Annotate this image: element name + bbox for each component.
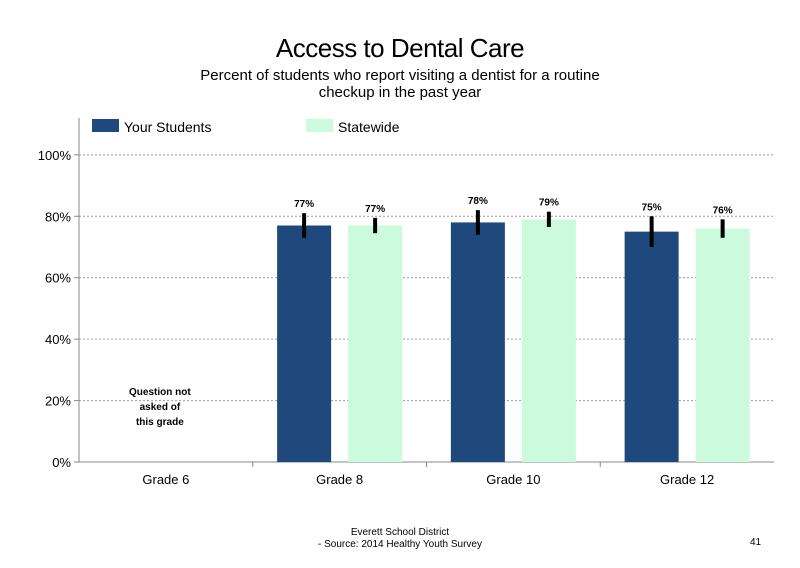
bar-your-students <box>277 225 332 462</box>
legend-label-statewide: Statewide <box>338 119 400 135</box>
y-tick-label: 40% <box>45 332 71 347</box>
bar-statewide <box>521 219 576 462</box>
x-tick-label: Grade 10 <box>486 472 540 487</box>
page-number: 41 <box>750 537 762 548</box>
bar-your-students <box>624 231 679 462</box>
footer: Everett School District - Source: 2014 H… <box>250 527 550 551</box>
not-asked-note: asked of <box>140 402 181 413</box>
legend-swatch-your-students <box>92 119 119 132</box>
data-label: 77% <box>294 199 314 210</box>
legend-swatch-statewide <box>306 119 333 132</box>
not-asked-note: Question not <box>129 387 191 398</box>
footer-district: Everett School District <box>350 527 450 538</box>
y-tick-label: 20% <box>45 394 71 409</box>
y-tick-label: 0% <box>52 455 71 470</box>
y-tick-label: 80% <box>45 209 71 224</box>
chart-subtitle: Percent of students who report visiting … <box>200 67 600 101</box>
y-tick-label: 100% <box>38 148 72 163</box>
data-label: 77% <box>365 204 385 215</box>
data-label: 76% <box>713 205 733 216</box>
data-label: 75% <box>642 202 662 213</box>
x-tick-label: Grade 6 <box>142 472 189 487</box>
footer-source: - Source: 2014 Healthy Youth Survey <box>318 539 482 550</box>
x-tick-label: Grade 12 <box>660 472 714 487</box>
legend-label-your-students: Your Students <box>124 119 211 135</box>
not-asked-note: this grade <box>136 417 184 428</box>
bar-your-students <box>450 222 505 462</box>
bar-statewide <box>695 228 750 462</box>
x-tick-label: Grade 8 <box>316 472 363 487</box>
data-label: 78% <box>468 196 488 207</box>
y-tick-label: 60% <box>45 271 71 286</box>
bar-statewide <box>348 225 403 462</box>
chart-title: Access to Dental Care <box>275 33 525 63</box>
data-label: 79% <box>539 198 559 209</box>
